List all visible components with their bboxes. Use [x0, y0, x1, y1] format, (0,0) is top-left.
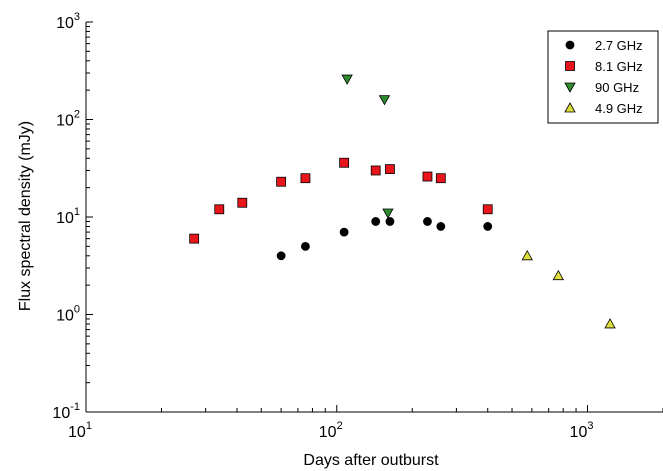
data-point-2-7-ghz — [483, 222, 493, 231]
legend-marker-4-9-ghz — [564, 102, 576, 113]
data-point-2-7-ghz — [436, 222, 446, 231]
data-point-8-1-ghz — [189, 233, 200, 244]
legend-marker-8-1-ghz — [565, 61, 575, 71]
series-90-ghz — [341, 74, 394, 219]
data-point-4-9-ghz — [604, 318, 616, 329]
series-2-7-ghz — [276, 217, 493, 261]
x-axis-title: Days after outburst — [303, 452, 439, 469]
y-tick-label: 100 — [56, 304, 80, 325]
y-axis-title: Flux spectral density (mJy) — [17, 121, 34, 311]
data-point-8-1-ghz — [276, 176, 287, 187]
legend-label-8-1-ghz: 8.1 GHz — [595, 59, 643, 74]
y-tick-label: 102 — [56, 109, 80, 130]
legend-label-2-7-ghz: 2.7 GHz — [595, 38, 643, 53]
legend-label-90-ghz: 90 GHz — [595, 80, 639, 95]
legend-marker-90-ghz — [564, 82, 576, 93]
data-point-90-ghz — [382, 208, 394, 219]
data-point-90-ghz — [378, 95, 391, 106]
x-tick-label: 101 — [68, 420, 92, 441]
y-tick-label: 101 — [56, 206, 80, 227]
data-point-2-7-ghz — [339, 227, 349, 237]
data-point-90-ghz — [341, 74, 353, 85]
data-point-2-7-ghz — [385, 217, 395, 226]
data-point-4-9-ghz — [521, 249, 533, 261]
data-point-2-7-ghz — [371, 217, 381, 226]
data-point-2-7-ghz — [276, 251, 286, 261]
data-point-8-1-ghz — [435, 173, 446, 184]
legend-marker-2-7-ghz — [565, 40, 575, 50]
data-point-8-1-ghz — [339, 157, 350, 168]
data-points — [189, 74, 616, 329]
data-point-8-1-ghz — [370, 165, 381, 176]
data-point-8-1-ghz — [300, 173, 311, 184]
legend-label-4-9-ghz: 4.9 GHz — [595, 101, 643, 116]
data-point-8-1-ghz — [385, 164, 395, 174]
x-tick-label: 102 — [319, 420, 343, 441]
y-tick-label: 10-1 — [52, 401, 80, 422]
series-8-1-ghz — [189, 157, 493, 244]
data-point-4-9-ghz — [552, 269, 565, 281]
series-4-9-ghz — [521, 249, 616, 329]
data-point-8-1-ghz — [214, 204, 225, 215]
data-point-2-7-ghz — [301, 241, 310, 251]
legend: 2.7 GHz 8.1 GHz 90 GHz 4.9 GHz — [547, 30, 659, 124]
plot-axes: 101 102 103 10-1 100 101 102 103 — [52, 11, 663, 441]
y-tick-label: 103 — [56, 11, 80, 32]
data-point-2-7-ghz — [423, 217, 432, 226]
data-point-8-1-ghz — [237, 197, 248, 208]
data-point-8-1-ghz — [482, 204, 493, 215]
data-point-8-1-ghz — [422, 171, 433, 182]
x-tick-label: 103 — [570, 420, 594, 441]
